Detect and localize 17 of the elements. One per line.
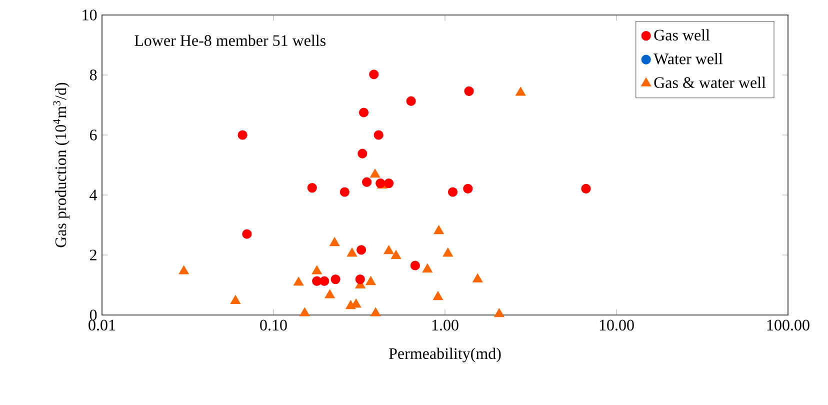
y-tick-label: 0 [90, 310, 97, 320]
y-axis-title: Gas production (10$^{4}$m$^{3}$/d) [53, 82, 70, 248]
y-tick-label: 2 [90, 250, 96, 260]
annotation: Lower He-8 member 51 wells [134, 34, 326, 46]
y-tick-label: 6 [90, 130, 97, 140]
y-tick-label: 10 [82, 10, 97, 20]
x-tick-label: 10.00 [600, 320, 634, 331]
legend-label: Gas well [654, 29, 710, 41]
x-axis-title: Permeability(md) [389, 348, 501, 362]
x-tick-label: 0.01 [88, 320, 116, 331]
y-tick-label: 8 [90, 70, 97, 80]
x-tick-label: 1.00 [432, 320, 458, 331]
legend-label: Water well [654, 53, 723, 64]
legend-label: Gas & water well [654, 76, 766, 88]
x-tick-label: 0.10 [260, 320, 287, 331]
y-tick-label: 4 [90, 190, 98, 200]
x-tick-label: 100.00 [767, 320, 810, 331]
